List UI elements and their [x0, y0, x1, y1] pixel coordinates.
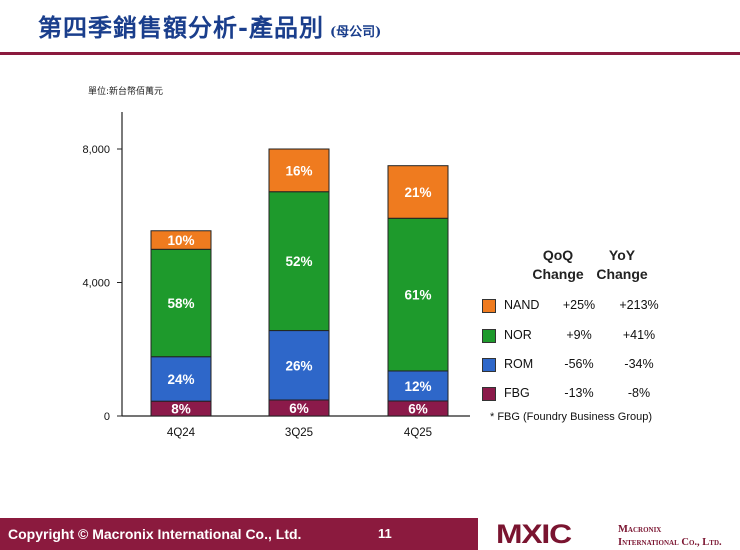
legend-label-nor: NOR: [504, 328, 532, 342]
bar-segment-nor: [387, 217, 449, 372]
bar-data-label: 12%: [404, 379, 431, 394]
bar-data-label: 58%: [167, 296, 194, 311]
title-divider: [0, 52, 740, 55]
legend-label-fbg: FBG: [504, 386, 530, 400]
bar-data-label: 6%: [289, 401, 309, 416]
bar-data-label: 26%: [285, 358, 312, 373]
bar-data-label: 61%: [404, 288, 431, 303]
unit-label: 單位:新台幣佰萬元: [88, 87, 164, 97]
fbg-swatch: [482, 387, 496, 401]
legend-row-nand: NAND +25% +213%: [482, 297, 682, 315]
legend-qoq-rom: -56%: [564, 357, 594, 371]
page-number: 11: [378, 526, 392, 541]
y-tick-label: 0: [104, 411, 110, 423]
footer-bar: Copyright © Macronix International Co., …: [0, 518, 478, 550]
bar-data-label: 52%: [285, 254, 312, 269]
page-subtitle: (母公司): [329, 25, 382, 40]
qoq-header-line1: QoQ: [542, 247, 574, 263]
company-name: Macronix International Co., Ltd.: [618, 523, 722, 549]
title-bar: 第四季銷售額分析-產品別 (母公司): [38, 8, 381, 48]
bar-segment-nand: [268, 148, 330, 193]
bar-segment-rom: [268, 330, 330, 401]
bar-segment-nand: [387, 165, 449, 219]
legend-row-nor: NOR +9% +41%: [482, 327, 682, 345]
mxic-logo: MXIC: [496, 519, 572, 549]
footnote: * FBG (Foundry Business Group): [490, 411, 653, 423]
legend-qoq-nand: +25%: [562, 298, 596, 312]
y-tick-label: 8,000: [82, 144, 110, 156]
yoy-header-line1: YoY: [608, 247, 636, 263]
bar-data-label: 21%: [404, 185, 431, 200]
bar-data-label: 8%: [171, 402, 191, 417]
bar-data-label: 24%: [167, 372, 194, 387]
bar-segment-nor: [150, 248, 212, 358]
bar-data-label: 10%: [167, 233, 194, 248]
legend-qoq-nor: +9%: [566, 328, 592, 342]
yoy-header: YoY Change: [592, 246, 652, 284]
nand-swatch: [482, 299, 496, 313]
rom-swatch: [482, 358, 496, 372]
legend-label-nand: NAND: [504, 298, 540, 312]
x-tick-label: 3Q25: [285, 427, 313, 439]
legend-row-rom: ROM -56% -34%: [482, 356, 682, 374]
legend-label-rom: ROM: [504, 357, 534, 371]
nor-swatch: [482, 329, 496, 343]
legend-qoq-fbg: -13%: [564, 386, 594, 400]
legend-yoy-nand: +213%: [619, 298, 659, 312]
bar-data-label: 16%: [285, 163, 312, 178]
page-title: 第四季銷售額分析-產品別: [38, 13, 324, 42]
qoq-header-line2: Change: [532, 266, 584, 282]
y-tick-label: 4,000: [82, 278, 110, 290]
company-line2: International Co., Ltd.: [618, 537, 722, 548]
bar-segment-nand: [150, 230, 212, 250]
bar-segment-nor: [268, 191, 330, 332]
x-tick-label: 4Q24: [167, 427, 196, 439]
bar-segment-rom: [150, 356, 212, 402]
legend-yoy-nor: +41%: [622, 328, 656, 342]
yoy-header-line2: Change: [596, 266, 648, 282]
legend-row-fbg: FBG -13% -8%: [482, 385, 682, 403]
bar-segment-rom: [387, 370, 449, 402]
legend-yoy-fbg: -8%: [627, 386, 651, 400]
legend-yoy-rom: -34%: [624, 357, 654, 371]
copyright-text: Copyright © Macronix International Co., …: [8, 526, 302, 542]
bar-data-label: 6%: [408, 401, 428, 416]
qoq-header: QoQ Change: [528, 246, 588, 284]
company-line1: Macronix: [618, 524, 662, 535]
x-tick-label: 4Q25: [404, 427, 432, 439]
footer: Copyright © Macronix International Co., …: [0, 518, 740, 550]
